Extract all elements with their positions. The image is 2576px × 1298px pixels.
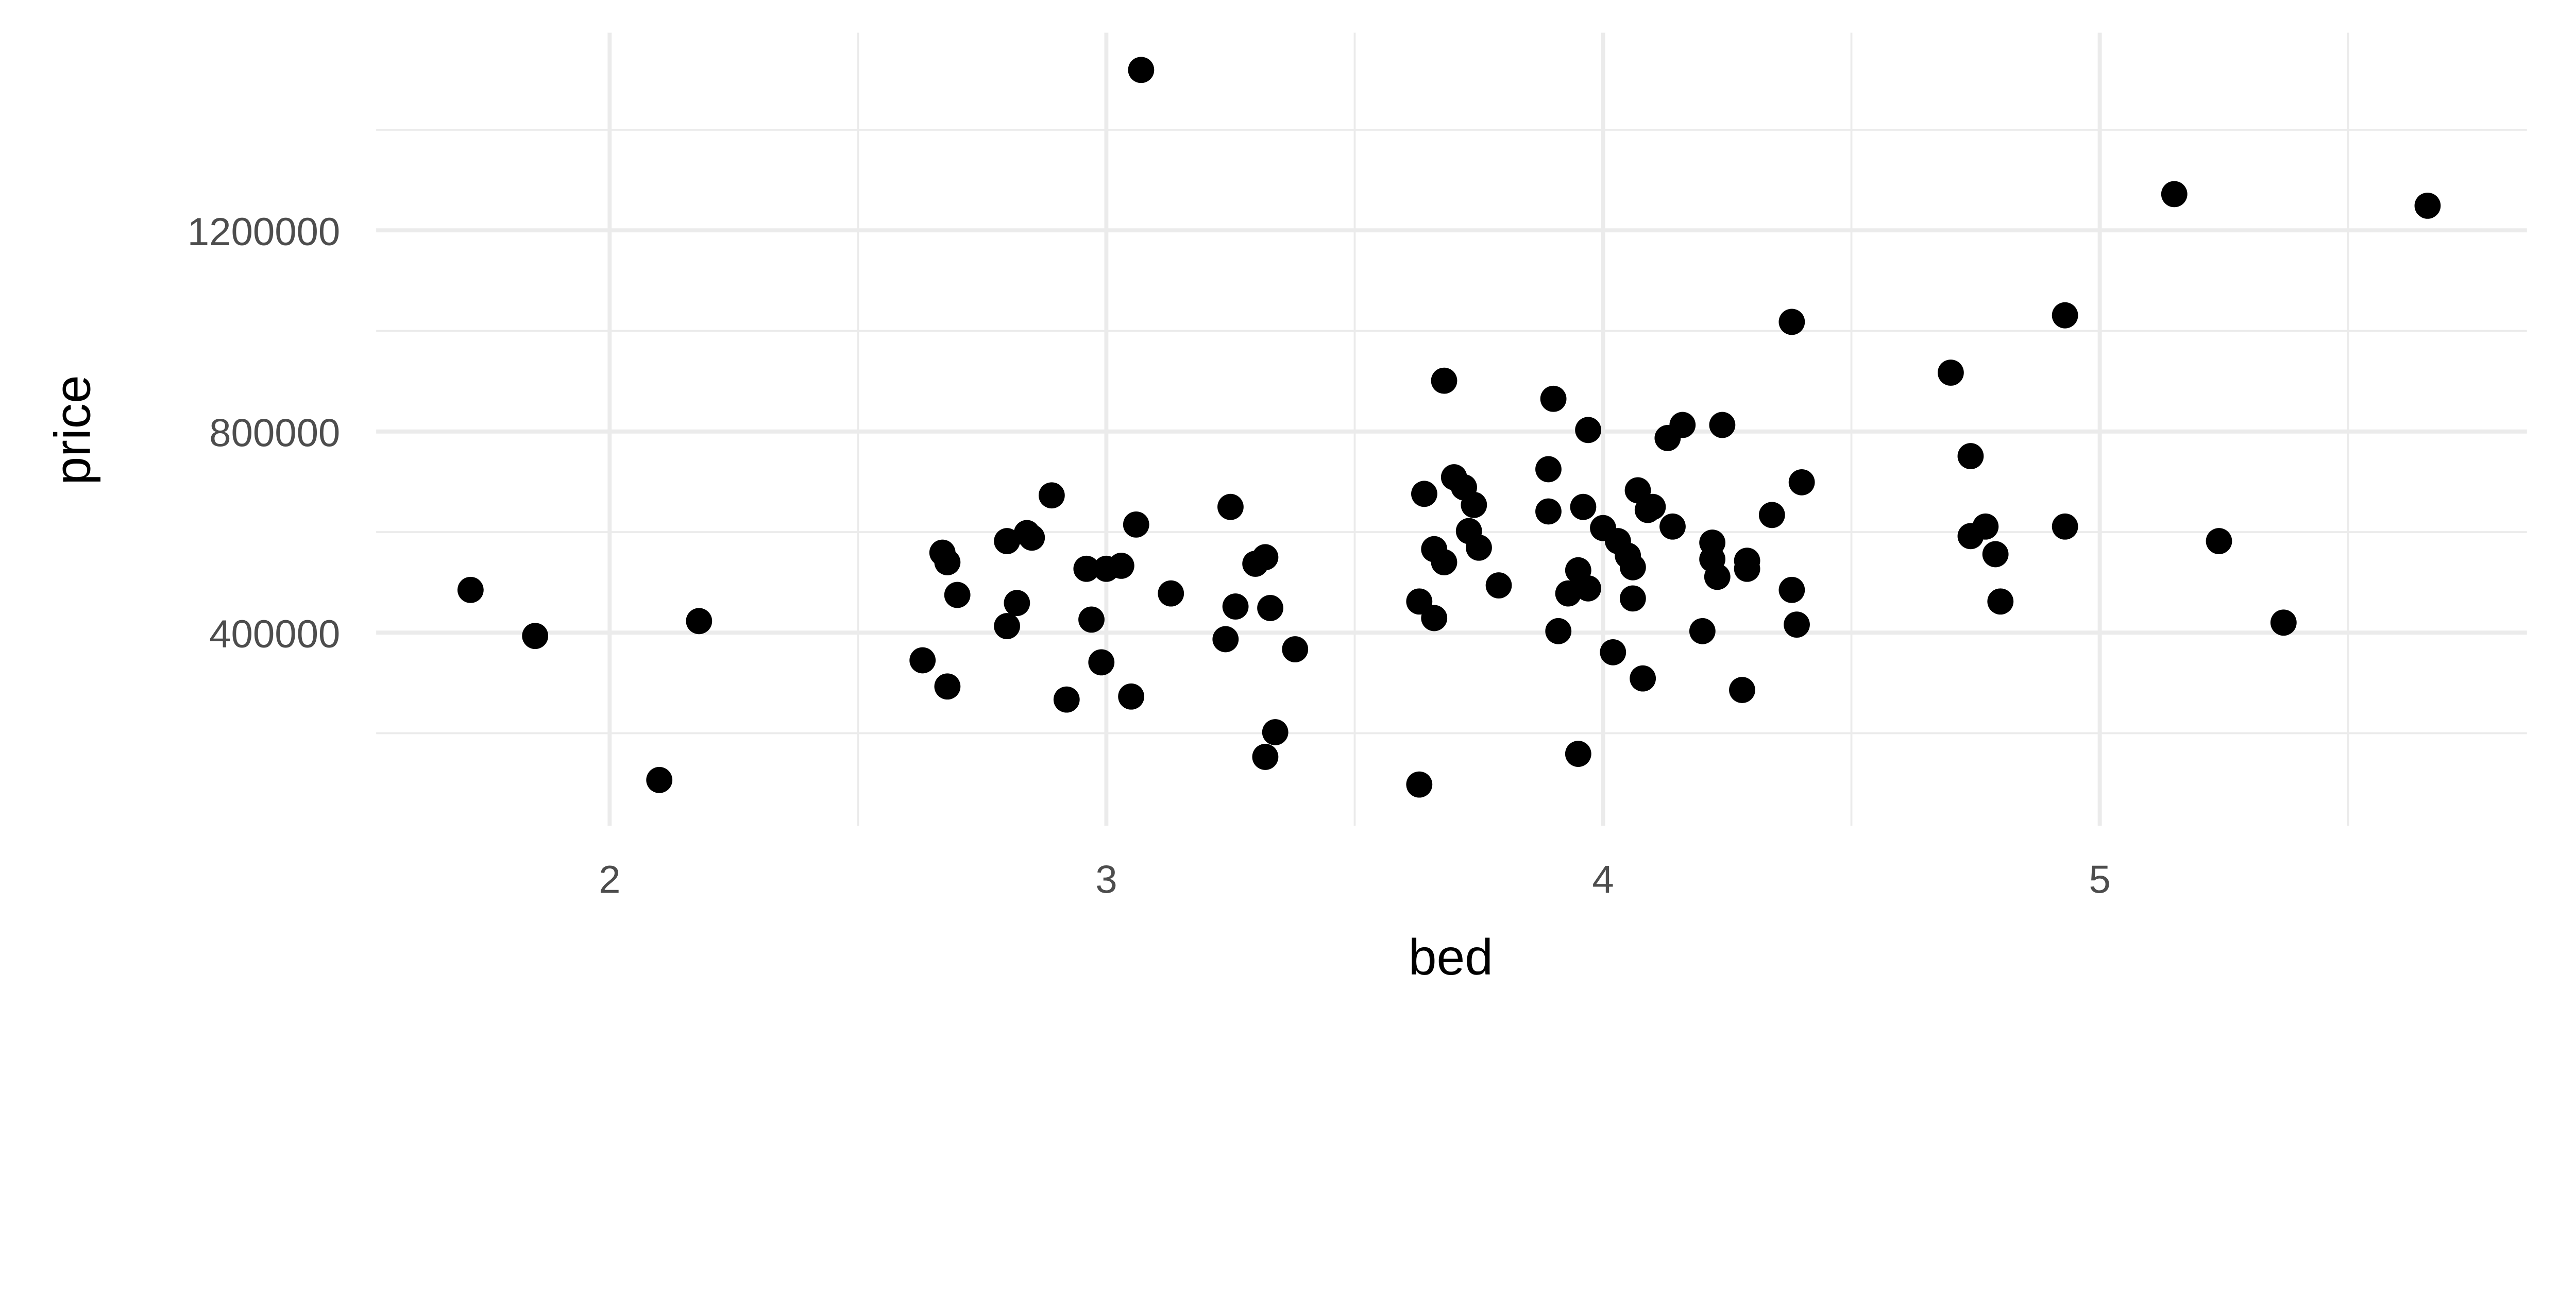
- data-point: [1421, 605, 1448, 631]
- data-point: [1019, 524, 1045, 551]
- points: [457, 57, 2441, 798]
- grid: [376, 32, 2527, 826]
- chart-container: 2 3 4 5 400000 800000 1200000 bed price: [44, 32, 2527, 985]
- data-point: [1619, 585, 1646, 612]
- data-point: [1784, 611, 1810, 638]
- x-tick-label: 5: [2089, 858, 2110, 901]
- data-point: [2414, 192, 2441, 219]
- x-tick-label: 3: [1095, 858, 1117, 901]
- data-point: [1575, 417, 1601, 443]
- data-point: [1758, 502, 1785, 528]
- data-point: [1987, 588, 2014, 615]
- data-point: [1600, 639, 1626, 665]
- data-point: [1639, 493, 1666, 520]
- data-point: [1937, 360, 1964, 386]
- data-point: [1555, 580, 1582, 607]
- y-tick-label: 800000: [209, 411, 340, 455]
- data-point: [2206, 528, 2232, 554]
- data-point: [1282, 636, 1309, 662]
- data-point: [1485, 572, 1512, 599]
- data-point: [934, 673, 961, 700]
- data-point: [1212, 626, 1239, 653]
- data-point: [1431, 367, 1458, 394]
- data-point: [1619, 554, 1646, 580]
- data-point: [1466, 534, 1492, 561]
- data-point: [1158, 580, 1184, 607]
- data-point: [457, 576, 484, 603]
- data-point: [1709, 412, 1736, 438]
- data-point: [2161, 181, 2188, 208]
- data-point: [1252, 544, 1279, 571]
- data-point: [1972, 513, 1999, 540]
- data-point: [1669, 412, 1696, 438]
- data-point: [1982, 541, 2009, 568]
- data-point: [1411, 481, 1437, 507]
- data-point: [1053, 686, 1080, 713]
- y-tick-label: 1200000: [188, 210, 341, 254]
- data-point: [1704, 563, 1731, 590]
- data-point: [1128, 57, 1155, 83]
- data-point: [1788, 469, 1815, 496]
- data-point: [1217, 493, 1244, 520]
- y-tick-label: 400000: [209, 612, 340, 656]
- x-tick-label: 4: [1592, 858, 1614, 901]
- data-point: [1957, 443, 1984, 469]
- data-point: [1004, 590, 1030, 617]
- data-point: [1659, 513, 1686, 540]
- data-point: [1535, 456, 1562, 483]
- data-point: [1570, 493, 1597, 520]
- data-point: [1222, 593, 1249, 620]
- data-point: [934, 549, 961, 575]
- data-point: [522, 623, 549, 650]
- data-point: [1262, 719, 1289, 745]
- x-axis-title: bed: [1409, 929, 1493, 985]
- data-point: [2052, 513, 2078, 540]
- data-point: [2270, 609, 2297, 636]
- x-tick-label: 2: [599, 858, 620, 901]
- data-point: [1630, 665, 1656, 692]
- data-point: [1073, 555, 1100, 582]
- data-point: [1108, 553, 1134, 579]
- data-point: [1535, 498, 1562, 525]
- x-axis-ticks: 2 3 4 5: [599, 858, 2111, 901]
- data-point: [1565, 741, 1591, 767]
- data-point: [1575, 575, 1601, 602]
- data-point: [1729, 677, 1755, 703]
- scatter-plot: 2 3 4 5 400000 800000 1200000 bed price: [44, 32, 2527, 985]
- data-point: [646, 766, 673, 793]
- data-point: [2052, 302, 2078, 329]
- data-point: [1734, 555, 1760, 582]
- data-point: [1778, 309, 1805, 335]
- data-point: [1118, 683, 1145, 710]
- y-axis-title: price: [44, 375, 101, 485]
- data-point: [1088, 649, 1115, 676]
- data-point: [944, 582, 971, 608]
- data-point: [1257, 595, 1283, 621]
- data-point: [909, 647, 936, 674]
- data-point: [1431, 549, 1458, 575]
- data-point: [1252, 744, 1279, 770]
- data-point: [1078, 606, 1105, 633]
- y-axis-ticks: 400000 800000 1200000: [188, 210, 341, 656]
- data-point: [1545, 618, 1572, 644]
- data-point: [686, 608, 713, 635]
- data-point: [1406, 771, 1433, 798]
- data-point: [1123, 511, 1149, 538]
- data-point: [1778, 576, 1805, 603]
- data-point: [994, 528, 1020, 554]
- data-point: [1461, 491, 1487, 518]
- data-point: [994, 613, 1020, 639]
- data-point: [1038, 482, 1065, 509]
- data-point: [1540, 385, 1567, 412]
- data-point: [1689, 618, 1716, 644]
